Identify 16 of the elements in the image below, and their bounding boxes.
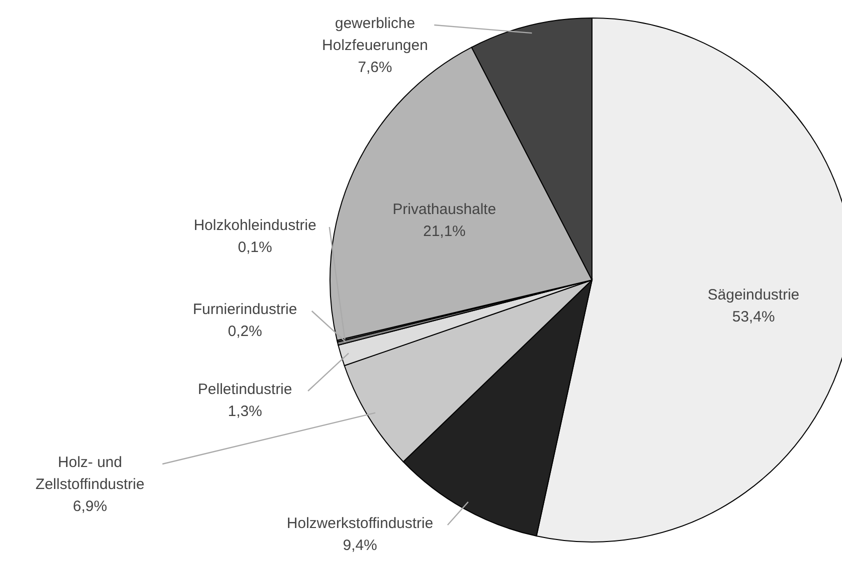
slice-label: Holzwerkstoffindustrie	[286, 515, 434, 532]
slice-label: Pelletindustrie	[198, 381, 292, 398]
data-label: 9,4%	[342, 537, 378, 554]
data-label: 1,3%	[228, 403, 262, 420]
data-label: 6,9%	[72, 498, 108, 515]
slice-label: Sägeindustrie	[708, 286, 800, 304]
slice-label: Holzkohleindustrie	[194, 217, 316, 234]
slice-label: Holz- und Zellstoffindustrie	[36, 454, 144, 493]
data-label: 7,6%	[358, 59, 392, 76]
slice-label: gewerbliche Holzfeuerungen	[322, 15, 428, 54]
data-label: 0,2%	[228, 323, 262, 340]
data-label: 53,4%	[732, 308, 775, 326]
slice-label: Furnierindustrie	[192, 301, 298, 318]
data-label: 21,1%	[423, 223, 466, 240]
slice-label: Privathaushalte	[392, 201, 496, 218]
data-label: 0,1%	[238, 239, 272, 256]
